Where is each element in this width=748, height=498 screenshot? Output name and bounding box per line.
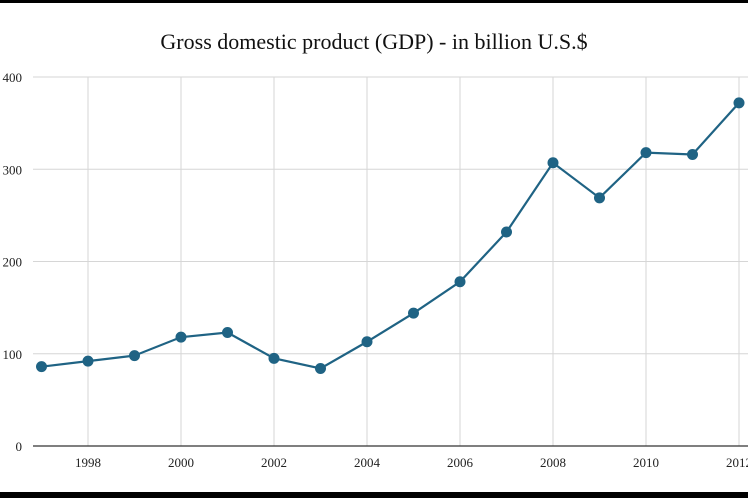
x-tick-label: 2006 (447, 455, 474, 470)
data-point (315, 363, 326, 375)
y-tick-label: 0 (16, 439, 23, 454)
data-point (501, 226, 512, 238)
data-point (82, 355, 94, 367)
series-line (41, 102, 740, 370)
data-point (733, 97, 745, 109)
data-point (687, 148, 698, 160)
data-point (361, 336, 373, 348)
x-tick-label: 2008 (540, 455, 566, 470)
y-tick-label: 400 (3, 70, 23, 85)
data-point (129, 350, 140, 362)
data-point (36, 361, 47, 373)
y-tick-label: 300 (3, 162, 23, 177)
x-tick-label: 2004 (354, 455, 381, 470)
x-tick-label: 2002 (261, 455, 287, 470)
data-point (268, 352, 280, 364)
x-tick-label: 2000 (168, 455, 194, 470)
y-tick-label: 200 (3, 255, 23, 270)
data-point (222, 327, 233, 339)
x-tick-label: 2010 (633, 455, 659, 470)
y-tick-label: 100 (3, 347, 23, 362)
data-point (408, 307, 419, 319)
x-tick-label: 2012 (726, 455, 748, 470)
x-tick-label: 1998 (75, 455, 101, 470)
data-point (175, 331, 187, 343)
data-point (640, 147, 652, 159)
chart-title: Gross domestic product (GDP) - in billio… (160, 29, 587, 54)
top-border (0, 0, 748, 3)
data-point (454, 276, 466, 288)
data-point (594, 192, 605, 204)
data-point (547, 157, 559, 169)
bottom-border (0, 492, 748, 498)
